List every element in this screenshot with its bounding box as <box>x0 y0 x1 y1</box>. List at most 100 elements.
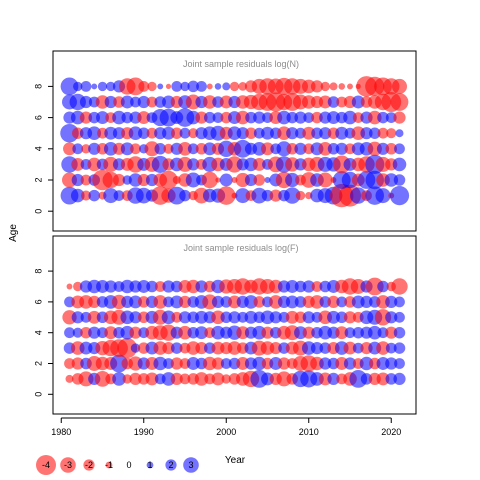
residual-bubble <box>227 341 242 355</box>
residual-bubble <box>221 374 231 384</box>
residual-bubble <box>392 78 407 94</box>
residual-bubble <box>360 295 373 308</box>
residual-bubble <box>145 372 159 386</box>
residual-bubble <box>367 325 382 340</box>
residual-bubble <box>350 187 367 204</box>
residual-bubble <box>88 326 101 339</box>
y-tick-label: 6 <box>33 115 43 120</box>
residual-bubble <box>178 142 192 156</box>
residual-bubble <box>377 127 389 139</box>
panel-logF-title: Joint sample residuals log(F) <box>183 243 298 253</box>
residual-bubble <box>71 173 84 187</box>
legend-bubble <box>36 455 56 475</box>
residual-bubble <box>71 357 84 370</box>
residual-bubble <box>87 126 102 140</box>
legend-bubble <box>146 461 154 469</box>
panel-logF: Joint sample residuals log(F) 0 2 4 6 8 <box>33 235 417 415</box>
residual-bubble <box>390 93 409 111</box>
residual-bubble <box>343 357 357 370</box>
residual-bubble <box>394 143 405 155</box>
residual-bubble <box>377 111 389 124</box>
residual-bubble <box>394 311 405 323</box>
residual-bubble <box>269 189 282 202</box>
residual-bubble <box>317 172 333 188</box>
residual-bubble <box>360 127 373 140</box>
residual-bubble <box>129 311 142 324</box>
residual-bubble <box>112 110 126 125</box>
residual-bubble <box>154 281 166 292</box>
residual-bubble <box>162 126 175 140</box>
residual-bubble <box>277 110 291 125</box>
residual-bubble <box>138 81 150 92</box>
residual-bubble <box>110 354 128 373</box>
residual-bubble <box>72 143 84 155</box>
residual-bubble <box>60 123 79 143</box>
residual-bubble <box>385 112 397 123</box>
residual-bubble <box>88 295 101 308</box>
residual-bubble <box>347 83 353 90</box>
residual-bubble <box>130 143 141 155</box>
residual-bubble <box>159 170 178 190</box>
legend-bubble <box>183 457 199 473</box>
residual-bubble <box>294 111 307 124</box>
residual-bubble <box>165 83 172 89</box>
residual-bubble <box>157 83 164 90</box>
residual-bubble <box>80 81 92 92</box>
residual-bubble <box>393 111 406 124</box>
residual-bubble <box>365 277 384 296</box>
residual-bubble <box>195 111 208 124</box>
residual-bubble <box>244 173 258 187</box>
residual-bubble <box>211 372 225 386</box>
residual-bubble <box>295 190 306 201</box>
legend-label: -1 <box>105 460 113 470</box>
residual-bubble <box>276 371 292 387</box>
panel-logN: Joint sample residuals log(N) 0 2 4 6 8 <box>33 50 417 232</box>
residual-bubble <box>285 310 299 324</box>
residual-bubble <box>73 81 83 92</box>
residual-bubble <box>286 127 299 140</box>
legend-bubble <box>165 459 177 471</box>
residual-bubble <box>66 283 73 290</box>
residual-bubble <box>244 295 258 309</box>
legend-bubble <box>105 461 113 469</box>
residual-bubble <box>187 80 199 93</box>
y-tick-label: 6 <box>33 299 43 304</box>
residual-bubble <box>343 110 357 125</box>
residual-bubble <box>130 343 141 353</box>
x-tick-label: 2020 <box>381 427 401 437</box>
residual-bubble <box>228 311 241 324</box>
residual-bubble <box>335 126 349 140</box>
residual-bubble <box>385 326 398 339</box>
residual-bubble <box>245 127 257 139</box>
residual-bubble <box>129 372 142 385</box>
residual-bubble <box>71 311 84 324</box>
residual-bubble <box>343 311 357 324</box>
residual-bubble <box>171 127 183 139</box>
residual-bubble <box>385 357 398 370</box>
legend-label: 3 <box>188 460 193 470</box>
residual-bubble <box>112 173 126 187</box>
residual-bubble <box>394 358 405 369</box>
residual-bubble <box>195 326 208 340</box>
residual-bubble <box>72 327 83 338</box>
residual-bubble <box>195 280 208 293</box>
panel-logF-bubbles <box>62 277 408 388</box>
residual-bubble <box>96 111 109 125</box>
residual-bubble <box>391 278 408 295</box>
residual-bubble <box>179 373 191 385</box>
residual-bubble <box>104 280 117 293</box>
residual-bubble <box>122 374 132 384</box>
residual-bubble <box>377 327 389 339</box>
y-tick-label: 0 <box>33 209 43 214</box>
residual-bubble <box>71 157 85 171</box>
residual-bubble <box>276 141 292 157</box>
residual-bubble <box>171 81 183 92</box>
residual-bubble <box>211 357 225 370</box>
residual-bubble <box>352 342 364 354</box>
residual-bubble <box>94 371 111 387</box>
residual-bubble <box>128 126 143 140</box>
residual-bubble <box>385 295 398 308</box>
residual-bubble <box>359 356 374 371</box>
residual-bubble <box>238 82 248 91</box>
